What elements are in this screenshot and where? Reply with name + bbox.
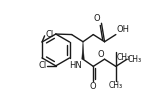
Text: O: O xyxy=(89,82,96,91)
Text: CH₃: CH₃ xyxy=(109,81,123,90)
Text: Cl: Cl xyxy=(45,30,53,39)
Polygon shape xyxy=(82,42,84,59)
Text: OH: OH xyxy=(116,25,129,34)
Text: HN: HN xyxy=(69,61,82,70)
Text: CH₃: CH₃ xyxy=(128,55,142,64)
Text: Cl: Cl xyxy=(38,61,47,70)
Text: O: O xyxy=(97,50,104,59)
Text: CH₃: CH₃ xyxy=(116,53,130,61)
Text: O: O xyxy=(93,14,100,23)
